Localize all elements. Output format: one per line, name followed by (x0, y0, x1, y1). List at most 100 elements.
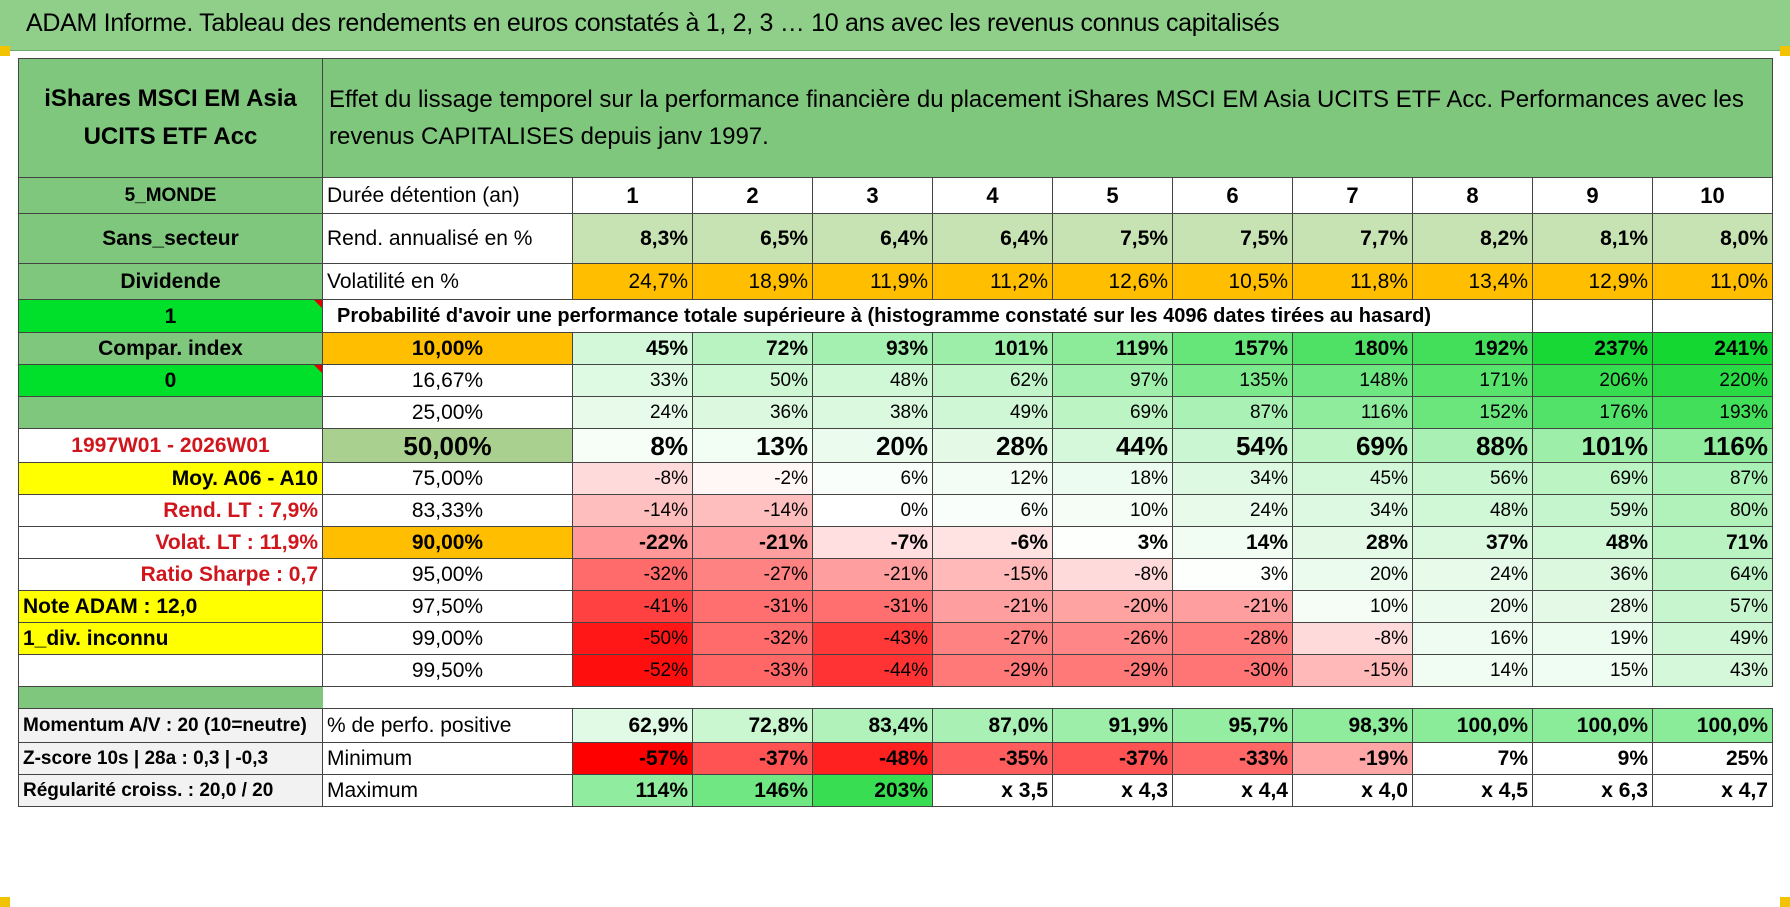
probability-value-cell[interactable]: -41% (572, 590, 693, 623)
probability-value-cell[interactable]: -32% (572, 558, 693, 591)
probability-value-cell[interactable]: 10% (1052, 494, 1173, 527)
selection-handle-right[interactable] (1780, 46, 1790, 56)
bottom-value-cell[interactable]: x 4,7 (1652, 774, 1773, 807)
annual-return-cell[interactable]: 6,4% (932, 213, 1053, 264)
year-header[interactable]: 9 (1532, 177, 1653, 214)
year-header[interactable]: 4 (932, 177, 1053, 214)
probability-value-cell[interactable]: 241% (1652, 332, 1773, 365)
row-label-positive[interactable]: % de perfo. positive (322, 708, 573, 743)
bottom-value-cell[interactable]: -57% (572, 742, 693, 775)
bottom-value-cell[interactable]: 72,8% (692, 708, 813, 743)
header-description[interactable]: Effet du lissage temporel sur la perform… (322, 58, 1773, 178)
probability-value-cell[interactable]: 36% (692, 396, 813, 429)
probability-value-cell[interactable]: -6% (932, 526, 1053, 559)
probability-value-cell[interactable]: 45% (572, 332, 693, 365)
note-adam-cell[interactable]: Note ADAM : 12,0 (18, 590, 323, 623)
probability-value-cell[interactable]: 220% (1652, 364, 1773, 397)
bottom-value-cell[interactable]: x 4,3 (1052, 774, 1173, 807)
bottom-value-cell[interactable]: -37% (692, 742, 813, 775)
probability-value-cell[interactable]: 62% (932, 364, 1053, 397)
flag-zero-cell[interactable]: 0 (18, 364, 323, 397)
probability-value-cell[interactable]: 34% (1172, 462, 1293, 495)
row-label-duree[interactable]: Durée détention (an) (322, 177, 573, 214)
probability-value-cell[interactable]: 44% (1052, 428, 1173, 463)
probability-value-cell[interactable]: 3% (1172, 558, 1293, 591)
row-label-minimum[interactable]: Minimum (322, 742, 573, 775)
probability-value-cell[interactable]: 180% (1292, 332, 1413, 365)
div-inconnu-cell[interactable]: 1_div. inconnu (18, 622, 323, 655)
annual-return-cell[interactable]: 7,5% (1172, 213, 1293, 264)
probability-value-cell[interactable]: -15% (932, 558, 1053, 591)
probability-value-cell[interactable]: -22% (572, 526, 693, 559)
bottom-value-cell[interactable]: -33% (1172, 742, 1293, 775)
probability-value-cell[interactable]: 13% (692, 428, 813, 463)
bottom-value-cell[interactable]: 114% (572, 774, 693, 807)
probability-value-cell[interactable]: 24% (1172, 494, 1293, 527)
year-header[interactable]: 5 (1052, 177, 1173, 214)
volatility-cell[interactable]: 11,0% (1652, 263, 1773, 300)
zone-cell[interactable]: 5_MONDE (18, 177, 323, 214)
probability-value-cell[interactable]: 193% (1652, 396, 1773, 429)
probability-value-cell[interactable]: -29% (1052, 654, 1173, 687)
probability-value-cell[interactable]: 20% (812, 428, 933, 463)
probability-value-cell[interactable]: 119% (1052, 332, 1173, 365)
probability-value-cell[interactable]: 37% (1412, 526, 1533, 559)
bottom-value-cell[interactable]: 9% (1532, 742, 1653, 775)
probability-value-cell[interactable]: 24% (1412, 558, 1533, 591)
volatility-cell[interactable]: 11,9% (812, 263, 933, 300)
probability-value-cell[interactable]: 101% (932, 332, 1053, 365)
probability-threshold-cell[interactable]: 99,00% (322, 622, 573, 655)
probability-value-cell[interactable]: 38% (812, 396, 933, 429)
probability-value-cell[interactable]: 28% (1292, 526, 1413, 559)
bottom-value-cell[interactable]: x 4,0 (1292, 774, 1413, 807)
probability-value-cell[interactable]: 0% (812, 494, 933, 527)
probability-value-cell[interactable]: 69% (1052, 396, 1173, 429)
probability-value-cell[interactable]: 15% (1532, 654, 1653, 687)
year-header[interactable]: 6 (1172, 177, 1293, 214)
probability-value-cell[interactable]: 48% (812, 364, 933, 397)
moyenne-cell[interactable]: Moy. A06 - A10 (18, 462, 323, 495)
probability-value-cell[interactable]: 71% (1652, 526, 1773, 559)
bottom-value-cell[interactable]: 95,7% (1172, 708, 1293, 743)
annual-return-cell[interactable]: 8,3% (572, 213, 693, 264)
probability-value-cell[interactable]: 6% (932, 494, 1053, 527)
probability-threshold-cell[interactable]: 95,00% (322, 558, 573, 591)
probability-value-cell[interactable]: 176% (1532, 396, 1653, 429)
bottom-value-cell[interactable]: x 4,5 (1412, 774, 1533, 807)
probability-value-cell[interactable]: 20% (1412, 590, 1533, 623)
probability-value-cell[interactable]: 56% (1412, 462, 1533, 495)
bottom-value-cell[interactable]: 203% (812, 774, 933, 807)
compar-index-cell[interactable]: Compar. index (18, 332, 323, 365)
bottom-value-cell[interactable]: 83,4% (812, 708, 933, 743)
probability-value-cell[interactable]: 87% (1652, 462, 1773, 495)
probability-value-cell[interactable]: 54% (1172, 428, 1293, 463)
bottom-value-cell[interactable]: 62,9% (572, 708, 693, 743)
probability-value-cell[interactable]: -32% (692, 622, 813, 655)
probability-threshold-cell[interactable]: 10,00% (322, 332, 573, 365)
bottom-value-cell[interactable]: -48% (812, 742, 933, 775)
probability-value-cell[interactable]: -20% (1052, 590, 1173, 623)
year-header[interactable]: 7 (1292, 177, 1413, 214)
volat-lt-cell[interactable]: Volat. LT : 11,9% (18, 526, 323, 559)
flag-one-cell[interactable]: 1 (18, 299, 323, 333)
probability-value-cell[interactable]: 10% (1292, 590, 1413, 623)
annual-return-cell[interactable]: 8,1% (1532, 213, 1653, 264)
probability-value-cell[interactable]: 69% (1292, 428, 1413, 463)
momentum-cell[interactable]: Momentum A/V : 20 (10=neutre) (18, 708, 323, 743)
probability-value-cell[interactable]: 14% (1172, 526, 1293, 559)
probability-value-cell[interactable]: -14% (572, 494, 693, 527)
year-header[interactable]: 2 (692, 177, 813, 214)
probability-value-cell[interactable]: 206% (1532, 364, 1653, 397)
probability-value-cell[interactable]: -15% (1292, 654, 1413, 687)
probability-value-cell[interactable]: 45% (1292, 462, 1413, 495)
probability-value-cell[interactable]: 49% (932, 396, 1053, 429)
probability-value-cell[interactable]: 28% (932, 428, 1053, 463)
annual-return-cell[interactable]: 8,0% (1652, 213, 1773, 264)
probability-value-cell[interactable]: 148% (1292, 364, 1413, 397)
regularite-cell[interactable]: Régularité croiss. : 20,0 / 20 (18, 774, 323, 807)
bottom-value-cell[interactable]: 91,9% (1052, 708, 1173, 743)
probability-value-cell[interactable]: -7% (812, 526, 933, 559)
probability-value-cell[interactable]: -31% (692, 590, 813, 623)
probability-value-cell[interactable]: -21% (692, 526, 813, 559)
bottom-value-cell[interactable]: 100,0% (1652, 708, 1773, 743)
